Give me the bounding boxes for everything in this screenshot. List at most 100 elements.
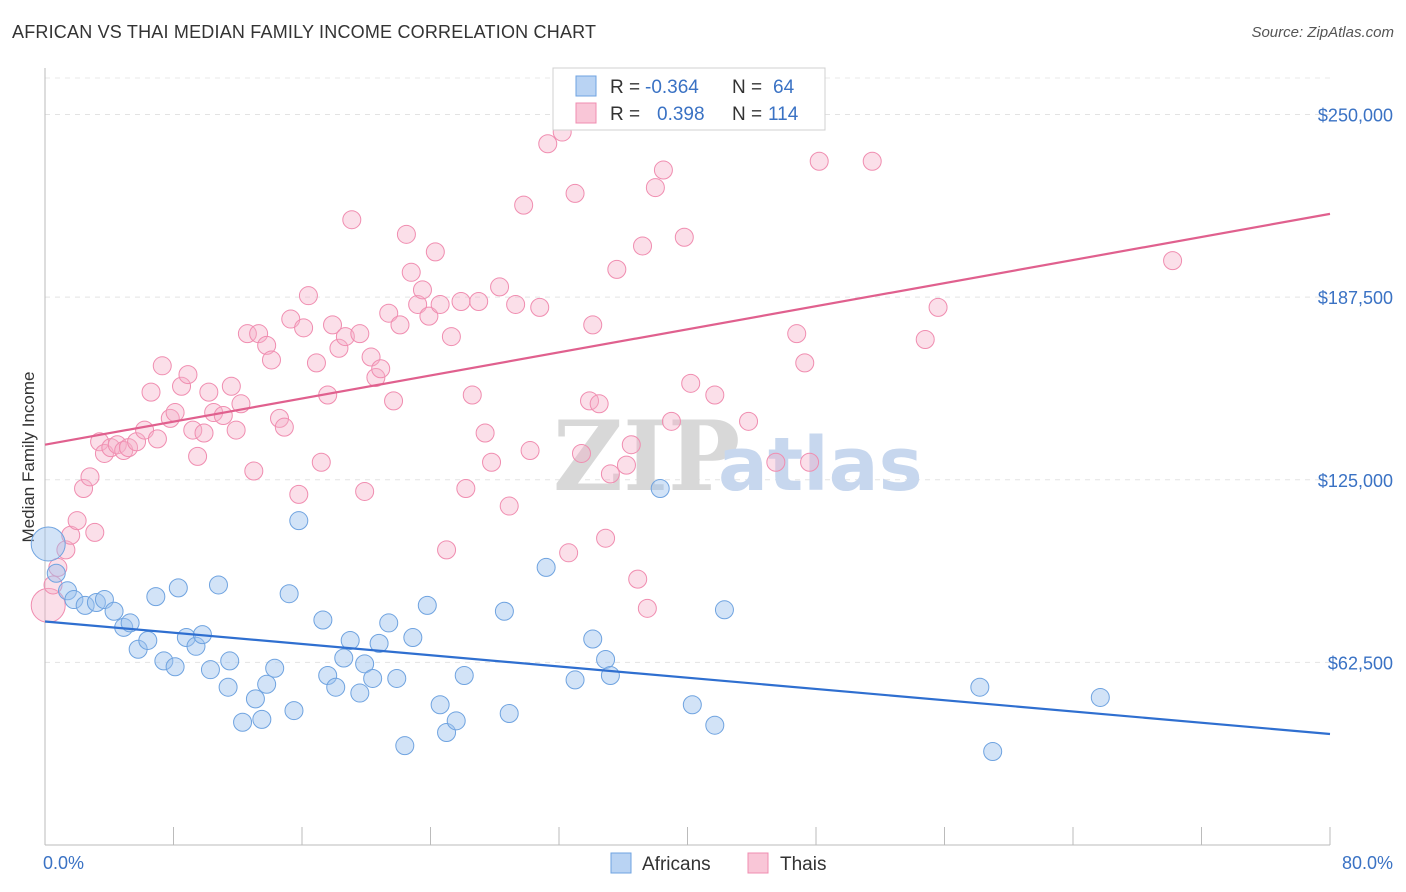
- thai-point: [329, 338, 349, 358]
- legend-r-label: R =: [610, 104, 640, 125]
- thai-point: [705, 385, 725, 405]
- thai-point: [335, 327, 355, 347]
- thai-point: [915, 330, 935, 350]
- thai-point: [645, 178, 665, 198]
- chart-title: AFRICAN VS THAI MEDIAN FAMILY INCOME COR…: [12, 22, 597, 42]
- thai-point: [596, 528, 616, 548]
- thai-point: [674, 227, 694, 247]
- grid-lines: [45, 77, 1330, 663]
- thai-point: [628, 569, 648, 589]
- thai-point: [538, 134, 558, 154]
- y-tick-label: $250,000: [1318, 106, 1393, 126]
- african-point: [257, 674, 277, 694]
- thai-point: [183, 420, 203, 440]
- thai-point: [1163, 251, 1183, 271]
- thai-point: [787, 324, 807, 344]
- thai-point: [530, 297, 550, 317]
- thai-point: [165, 403, 185, 423]
- thai-point: [366, 367, 386, 387]
- thai-point: [270, 408, 290, 428]
- watermark: ZIP atlas: [553, 400, 923, 513]
- thai-point: [401, 262, 421, 282]
- thai-point: [294, 318, 314, 338]
- thai-point: [456, 479, 476, 499]
- thai-point: [350, 324, 370, 344]
- thai-point: [633, 236, 653, 256]
- africans-points: [30, 479, 1110, 761]
- african-point: [104, 601, 124, 621]
- y-tick-label: $187,500: [1318, 288, 1393, 308]
- african-point: [30, 526, 66, 562]
- african-point: [369, 633, 389, 653]
- thai-point: [85, 522, 105, 542]
- thai-point: [127, 432, 147, 452]
- african-point: [245, 689, 265, 709]
- african-point: [252, 709, 272, 729]
- thai-point: [74, 479, 94, 499]
- thai-point: [147, 429, 167, 449]
- african-point: [430, 695, 450, 715]
- thai-point: [430, 294, 450, 314]
- african-point: [565, 670, 585, 690]
- legend-label-thais: Thais: [780, 854, 826, 875]
- thai-point: [499, 496, 519, 516]
- legend-box: [552, 67, 826, 131]
- thai-point: [390, 315, 410, 335]
- legend-swatch-africans: [610, 852, 632, 874]
- african-point: [218, 677, 238, 697]
- african-point: [387, 668, 407, 688]
- thai-point: [482, 452, 502, 472]
- thai-point: [342, 210, 362, 230]
- thai-point: [616, 455, 636, 475]
- african-point: [233, 712, 253, 732]
- thai-point: [379, 303, 399, 323]
- thai-point: [809, 151, 829, 171]
- thai-point: [928, 297, 948, 317]
- legend-label-africans: Africans: [642, 854, 711, 875]
- series-legend: Africans Thais: [610, 852, 826, 875]
- african-point: [983, 741, 1003, 761]
- thai-point: [306, 353, 326, 373]
- legend-swatch-thais: [747, 852, 769, 874]
- african-point: [403, 628, 423, 648]
- thai-point: [795, 353, 815, 373]
- thai-point: [261, 350, 281, 370]
- legend-n-label: N =: [732, 77, 762, 98]
- african-point: [454, 666, 474, 686]
- y-tick-labels: $62,500 $125,000 $187,500 $250,000: [1318, 106, 1393, 674]
- african-point: [64, 590, 84, 610]
- thai-point: [661, 411, 681, 431]
- trend-lines: [44, 212, 1331, 736]
- axes: [44, 68, 1331, 846]
- thai-point: [237, 324, 257, 344]
- thai-point: [425, 242, 445, 262]
- legend-n-value-thais: 114: [768, 104, 799, 125]
- african-point: [494, 601, 514, 621]
- african-point: [446, 711, 466, 731]
- thai-point: [441, 327, 461, 347]
- african-point: [165, 657, 185, 677]
- correlation-legend: R = -0.364 N = 64 R = 0.398 N = 114: [552, 67, 826, 131]
- african-point: [340, 630, 360, 650]
- thai-point: [637, 598, 657, 618]
- african-point: [334, 648, 354, 668]
- thai-point: [437, 540, 457, 560]
- thai-point: [178, 365, 198, 385]
- thai-point: [559, 543, 579, 563]
- african-point: [186, 636, 206, 656]
- thais-trend-line: [44, 212, 1331, 446]
- thai-point: [583, 315, 603, 335]
- legend-swatch-africans: [575, 75, 597, 97]
- y-tick-label: $62,500: [1328, 653, 1393, 673]
- african-point: [138, 630, 158, 650]
- x-tick-label: 0.0%: [43, 853, 84, 873]
- thai-point: [600, 464, 620, 484]
- legend-n-label: N =: [732, 104, 762, 125]
- thai-point: [199, 382, 219, 402]
- legend-r-value-thais: 0.398: [657, 104, 705, 125]
- thai-point: [226, 420, 246, 440]
- african-point: [583, 629, 603, 649]
- african-point: [313, 610, 333, 630]
- african-point: [284, 701, 304, 721]
